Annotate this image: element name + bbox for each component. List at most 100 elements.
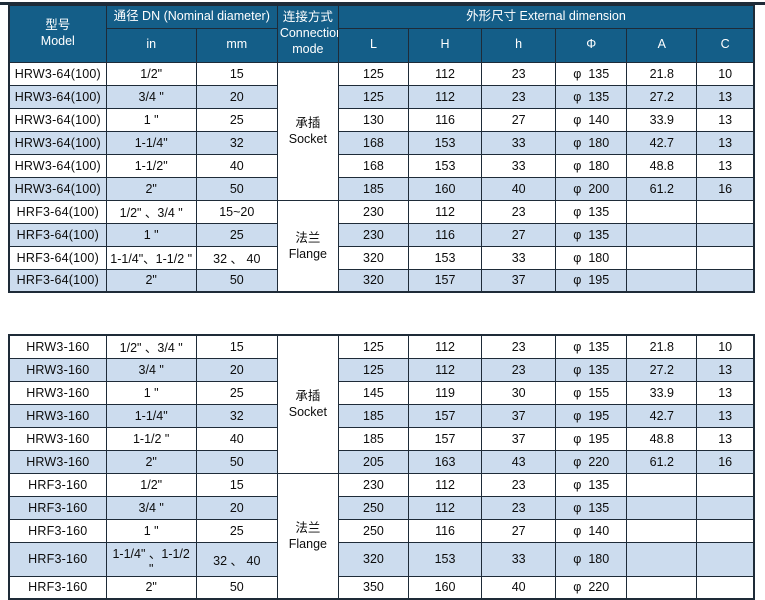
cell-phi: φ 135: [555, 334, 628, 359]
cell-C: [696, 199, 755, 224]
cell-h: 43: [481, 449, 557, 474]
table-row: HRF3-64(100) 2" 50 320 157 37 φ 195: [8, 268, 755, 293]
header-col-in: in: [105, 27, 197, 63]
cell-L: 168: [337, 130, 410, 155]
header-col-phi: Φ: [555, 27, 628, 63]
cell-L: 320: [337, 268, 410, 293]
cell-model: HRW3-160: [8, 426, 107, 451]
cell-h: 40: [481, 575, 557, 600]
cell-phi: φ 135: [555, 472, 628, 497]
cell-C: [696, 245, 755, 270]
cell-h: 33: [481, 130, 557, 155]
cell-mm: 40: [195, 426, 278, 451]
cell-C: 13: [696, 153, 755, 178]
cell-H: 112: [407, 84, 483, 109]
cell-h: 23: [481, 84, 557, 109]
cell-in: 1-1/4": [105, 130, 197, 155]
cell-in: 1 ": [105, 518, 197, 543]
cell-A: 48.8: [626, 426, 698, 451]
cell-A: 33.9: [626, 107, 698, 132]
cell-mm: 32 、 40: [195, 245, 278, 270]
cell-model: HRW3-160: [8, 380, 107, 405]
cell-phi: φ 220: [555, 575, 628, 600]
cell-h: 30: [481, 380, 557, 405]
table-row: HRF3-160 1 " 25 250 116 27 φ 140: [8, 518, 755, 543]
cell-in: 1 ": [105, 222, 197, 247]
cell-H: 112: [407, 472, 483, 497]
header-connection-zh: 连接方式: [282, 10, 333, 25]
spec-table-160: HRW3-160 1/2" 、3/4 " 15 承插 Socket 125 112 23 φ 1…: [8, 334, 755, 600]
cell-A: [626, 472, 698, 497]
cell-model: HRF3-64(100): [8, 222, 107, 247]
cell-H: 112: [407, 334, 483, 359]
cell-phi: φ 135: [555, 222, 628, 247]
table-header: 型号 Model 通径 DN (Nominal diameter) 连接方式 C…: [8, 4, 755, 63]
table-2-body: HRW3-160 1/2" 、3/4 " 15 承插 Socket 125 112 23 φ 1…: [8, 334, 755, 600]
cell-C: 13: [696, 84, 755, 109]
cell-mm: 25: [195, 222, 278, 247]
table-row: HRW3-64(100) 2" 50 185 160 40 φ 200 61.2 16: [8, 176, 755, 201]
cell-h: 33: [481, 153, 557, 178]
header-col-C: C: [696, 27, 755, 63]
header-connection-en1: Connection: [279, 25, 339, 40]
cell-model: HRW3-64(100): [8, 61, 107, 86]
cell-L: 230: [337, 472, 410, 497]
cell-phi: φ 135: [555, 199, 628, 224]
cell-in: 2": [105, 575, 197, 600]
header-connection-en2: mode: [292, 41, 324, 56]
cell-H: 119: [407, 380, 483, 405]
cell-C: 16: [696, 449, 755, 474]
connection-mode-en: Flange: [288, 246, 327, 261]
cell-phi: φ 135: [555, 84, 628, 109]
cell-model: HRW3-160: [8, 403, 107, 428]
cell-H: 157: [407, 268, 483, 293]
cell-L: 205: [337, 449, 410, 474]
connection-mode-en: Flange: [288, 536, 327, 551]
connection-mode-en: Socket: [288, 132, 327, 146]
cell-C: 13: [696, 130, 755, 155]
cell-C: [696, 575, 755, 600]
cell-C: [696, 495, 755, 520]
table-row: HRW3-64(100) 1-1/2" 40 168 153 33 φ 180 48.8 13: [8, 153, 755, 178]
cell-L: 125: [337, 61, 410, 86]
header-col-A: A: [626, 27, 698, 63]
cell-model: HRW3-160: [8, 334, 107, 359]
cell-model: HRW3-64(100): [8, 107, 107, 132]
cell-A: 61.2: [626, 449, 698, 474]
table-row: HRF3-160 3/4 " 20 250 112 23 φ 135: [8, 495, 755, 520]
cell-in: 3/4 ": [105, 84, 197, 109]
cell-h: 37: [481, 426, 557, 451]
cell-mm: 25: [195, 107, 278, 132]
cell-C: [696, 518, 755, 543]
cell-connection-mode: 法兰 Flange: [276, 472, 339, 600]
header-col-h: h: [481, 27, 557, 63]
cell-model: HRW3-64(100): [8, 130, 107, 155]
connection-mode-zh: 承插: [295, 389, 321, 403]
cell-C: [696, 541, 755, 577]
cell-phi: φ 155: [555, 380, 628, 405]
table-row: HRW3-160 1/2" 、3/4 " 15 承插 Socket 125 112 23 φ 1…: [8, 334, 755, 474]
cell-L: 168: [337, 153, 410, 178]
cell-phi: φ 140: [555, 518, 628, 543]
cell-mm: 32 、 40: [195, 541, 278, 577]
cell-C: 10: [696, 334, 755, 359]
cell-model: HRF3-160: [8, 495, 107, 520]
cell-mm: 20: [195, 84, 278, 109]
table-row: HRW3-160 1-1/4" 32 185 157 37 φ 195 42.7 13: [8, 403, 755, 428]
cell-L: 185: [337, 426, 410, 451]
cell-H: 112: [407, 199, 483, 224]
cell-h: 27: [481, 222, 557, 247]
cell-in: 1/2": [105, 61, 197, 86]
cell-H: 116: [407, 107, 483, 132]
cell-H: 153: [407, 541, 483, 577]
cell-H: 153: [407, 153, 483, 178]
cell-mm: 50: [195, 176, 278, 201]
cell-L: 350: [337, 575, 410, 600]
cell-phi: φ 180: [555, 245, 628, 270]
cell-in: 2": [105, 176, 197, 201]
cell-L: 130: [337, 107, 410, 132]
cell-mm: 40: [195, 153, 278, 178]
cell-in: 3/4 ": [105, 495, 197, 520]
cell-in: 1-1/4": [105, 403, 197, 428]
cell-h: 27: [481, 107, 557, 132]
